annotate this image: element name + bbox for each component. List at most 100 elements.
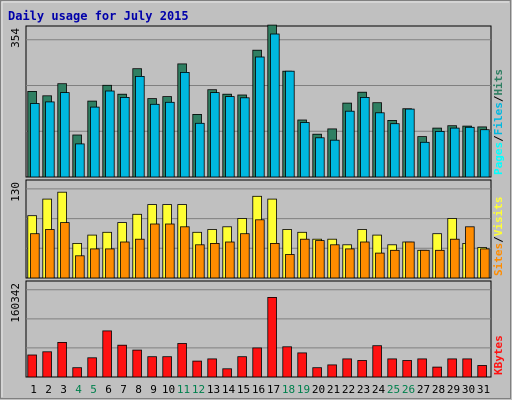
bar-sites-day-8: [135, 238, 145, 279]
chart-panels: 354Pages/Files/Hits130Sites/Visits160342…: [9, 24, 505, 378]
bar-files-day-12: [195, 122, 205, 178]
bar-files-day-28: [435, 130, 445, 178]
x-tick-label: 26: [402, 383, 415, 396]
bar-sites-day-3: [60, 222, 70, 279]
x-tick-label: 28: [432, 383, 445, 396]
bar-kbytes-day-10: [162, 356, 172, 378]
bar-kbytes-day-2: [42, 351, 52, 378]
bar-kbytes-day-24: [372, 345, 382, 378]
x-tick-label: 7: [120, 383, 127, 396]
ylabel-separator: /: [492, 95, 505, 102]
bar-sites-day-24: [375, 252, 385, 279]
x-tick-label: 1: [30, 383, 37, 396]
bar-files-day-25: [390, 123, 400, 178]
x-tick-label: 29: [447, 383, 460, 396]
bar-files-day-5: [90, 106, 100, 178]
bar-sites-day-17: [270, 242, 280, 279]
bar-files-day-3: [60, 92, 70, 178]
bar-sites-day-21: [330, 244, 340, 279]
ylabel-separator: /: [492, 236, 505, 243]
bar-kbytes-day-6: [102, 330, 112, 378]
bar-kbytes-day-23: [357, 360, 367, 378]
panel-visits-max-label: 130: [9, 182, 22, 202]
x-tick-label: 30: [462, 383, 475, 396]
bar-files-day-13: [210, 92, 220, 178]
bar-files-day-18: [285, 70, 295, 178]
bar-kbytes-day-31: [477, 365, 487, 378]
bar-sites-day-2: [45, 229, 55, 279]
x-tick-label: 31: [477, 383, 490, 396]
x-tick-label: 2: [45, 383, 52, 396]
bar-sites-day-19: [300, 238, 310, 279]
x-tick-label: 6: [105, 383, 112, 396]
bar-kbytes-day-11: [177, 343, 187, 378]
x-tick-label: 15: [237, 383, 250, 396]
ylabel-files: Files: [492, 102, 505, 135]
bar-sites-day-20: [315, 240, 325, 279]
x-tick-label: 11: [177, 383, 190, 396]
bar-kbytes-day-22: [342, 358, 352, 378]
bar-sites-day-28: [435, 249, 445, 279]
panel-hits-max-label: 354: [9, 28, 22, 48]
bar-files-day-14: [225, 96, 235, 178]
ylabel-pages: Pages: [492, 142, 505, 175]
bar-files-day-22: [345, 110, 355, 178]
bar-files-day-19: [300, 122, 310, 178]
bar-files-day-1: [30, 103, 40, 178]
x-tick-label: 16: [252, 383, 265, 396]
bar-kbytes-day-9: [147, 356, 157, 378]
bar-kbytes-day-12: [192, 360, 202, 378]
bar-sites-day-9: [150, 223, 160, 279]
bar-sites-day-27: [420, 249, 430, 279]
bar-kbytes-day-26: [402, 360, 412, 378]
bar-kbytes-day-16: [252, 347, 262, 378]
ylabel-sites: Sites: [492, 243, 505, 276]
bar-sites-day-14: [225, 241, 235, 279]
bar-kbytes-day-1: [27, 354, 37, 378]
bar-files-day-20: [315, 137, 325, 178]
bar-kbytes-day-3: [57, 341, 67, 378]
panel-hits-ylabel: Pages/Files/Hits: [492, 69, 505, 175]
x-tick-label: 23: [357, 383, 370, 396]
panel-kbytes: 160342 KBytes: [9, 280, 505, 378]
bar-kbytes-day-17: [267, 296, 277, 378]
ylabel-visits: Visits: [492, 197, 505, 237]
bar-kbytes-day-29: [447, 358, 457, 378]
x-tick-label: 9: [150, 383, 157, 396]
x-axis-tick-labels: 1 2 3 4 5 6 7 8 9 10 11 12 13 14 15 16 17 18 19 20 21 22 23 24 2…: [30, 383, 490, 396]
bar-files-day-8: [135, 76, 145, 178]
x-tick-label: 12: [192, 383, 205, 396]
x-tick-label: 19: [297, 383, 310, 396]
panel-visits-ylabel: Sites/Visits: [492, 197, 505, 277]
bar-kbytes-day-21: [327, 364, 337, 378]
bar-files-day-24: [375, 112, 385, 178]
bar-kbytes-day-30: [462, 358, 472, 378]
bar-sites-day-12: [195, 244, 205, 279]
bar-files-day-2: [45, 101, 55, 178]
bar-files-day-6: [105, 90, 115, 178]
bar-sites-day-23: [360, 241, 370, 279]
bar-sites-day-30: [465, 226, 475, 279]
bar-kbytes-day-18: [282, 346, 292, 378]
bar-kbytes-day-20: [312, 367, 322, 378]
bar-sites-day-1: [30, 233, 40, 279]
x-tick-label: 20: [312, 383, 325, 396]
bar-files-day-27: [420, 141, 430, 178]
ylabel-hits: Hits: [492, 69, 505, 96]
x-tick-label: 8: [135, 383, 142, 396]
x-tick-label: 18: [282, 383, 295, 396]
x-tick-label: 17: [267, 383, 280, 396]
bar-kbytes-day-7: [117, 344, 127, 378]
x-tick-label: 4: [75, 383, 82, 396]
bar-files-day-16: [255, 56, 265, 178]
bar-sites-day-26: [405, 241, 415, 279]
bar-files-day-4: [75, 143, 85, 178]
bar-files-day-15: [240, 97, 250, 178]
bar-files-day-30: [465, 126, 475, 178]
chart-title: Daily usage for July 2015: [8, 9, 189, 23]
bar-kbytes-day-8: [132, 349, 142, 378]
bar-kbytes-day-15: [237, 356, 247, 378]
